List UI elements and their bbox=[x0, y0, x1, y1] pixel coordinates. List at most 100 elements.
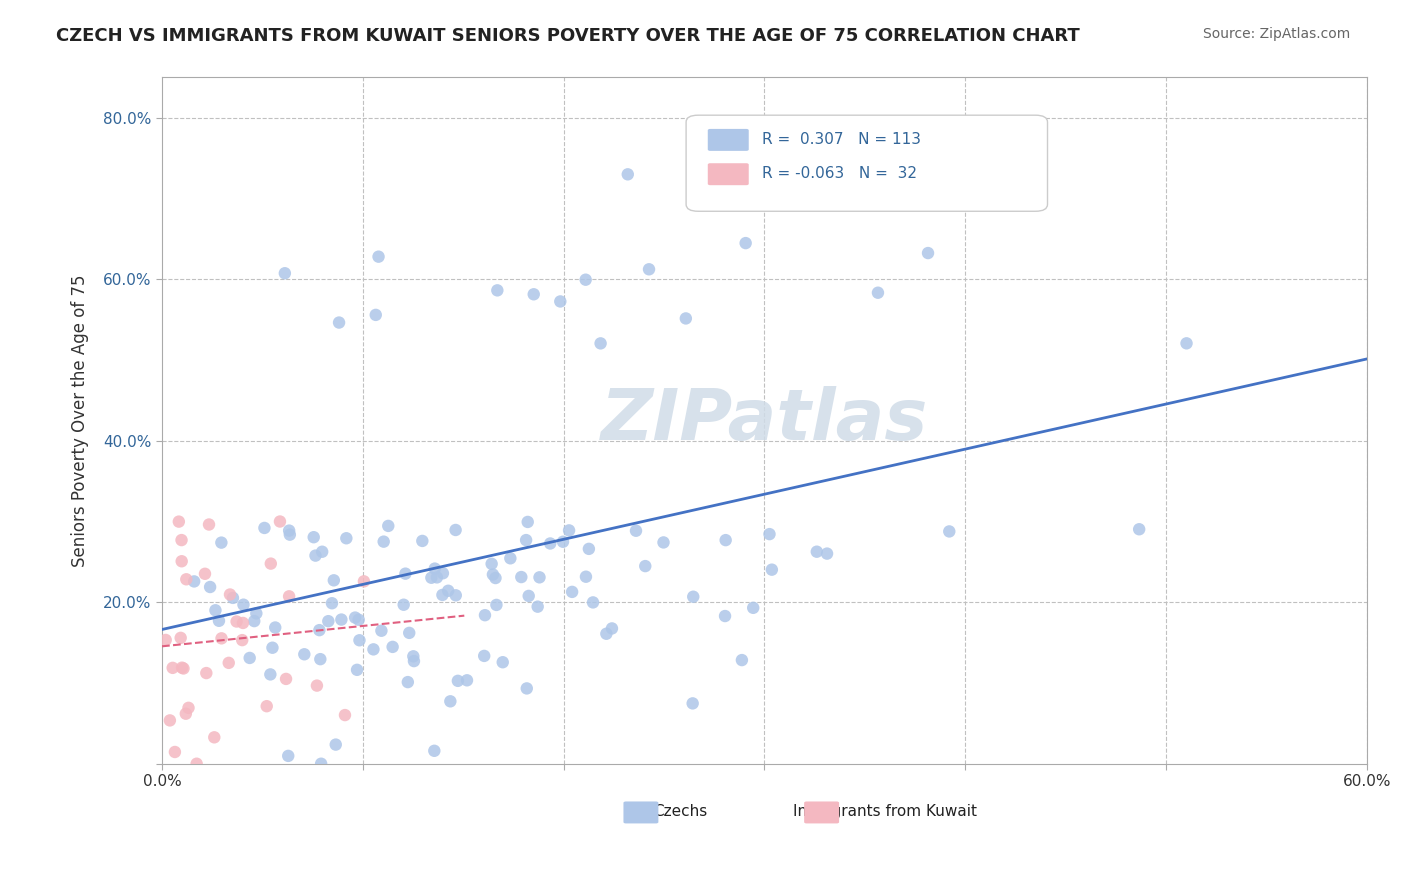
Point bbox=[484, 571, 506, 585]
Point bbox=[595, 626, 617, 640]
Point bbox=[485, 598, 508, 612]
Point bbox=[186, 756, 208, 771]
Point bbox=[742, 600, 765, 615]
Point bbox=[325, 738, 347, 752]
Point bbox=[551, 534, 574, 549]
Point bbox=[253, 521, 276, 535]
Point bbox=[177, 701, 200, 715]
Point bbox=[274, 266, 297, 280]
Point bbox=[264, 620, 287, 634]
Point bbox=[600, 622, 623, 636]
Point bbox=[304, 549, 326, 563]
Point bbox=[346, 663, 368, 677]
Point bbox=[938, 524, 960, 539]
Point bbox=[308, 623, 330, 637]
Point bbox=[262, 640, 284, 655]
Point bbox=[517, 589, 540, 603]
Text: Immigrants from Kuwait: Immigrants from Kuwait bbox=[793, 805, 977, 819]
Point bbox=[492, 655, 515, 669]
Point bbox=[582, 595, 605, 609]
Point bbox=[638, 262, 661, 277]
Point bbox=[634, 559, 657, 574]
Point bbox=[344, 610, 367, 624]
Point bbox=[370, 624, 392, 638]
Point bbox=[482, 567, 505, 582]
Point bbox=[222, 591, 245, 605]
Point bbox=[202, 731, 225, 745]
Point bbox=[278, 524, 301, 538]
Point bbox=[204, 603, 226, 617]
Point bbox=[550, 294, 572, 309]
Point bbox=[439, 694, 461, 708]
Text: Source: ZipAtlas.com: Source: ZipAtlas.com bbox=[1202, 27, 1350, 41]
Point bbox=[198, 580, 221, 594]
Point bbox=[558, 524, 581, 538]
Point bbox=[347, 613, 370, 627]
Point bbox=[815, 547, 838, 561]
Point bbox=[174, 706, 197, 721]
Point bbox=[159, 714, 181, 728]
Point bbox=[225, 615, 247, 629]
FancyBboxPatch shape bbox=[804, 802, 839, 823]
Point bbox=[578, 541, 600, 556]
Point bbox=[259, 667, 281, 681]
Point bbox=[392, 598, 415, 612]
Point bbox=[714, 533, 737, 548]
Point bbox=[381, 640, 404, 654]
Text: ZIPatlas: ZIPatlas bbox=[600, 386, 928, 455]
Point bbox=[245, 607, 267, 621]
Point bbox=[256, 699, 278, 714]
Point bbox=[866, 285, 889, 300]
Point bbox=[364, 308, 387, 322]
Point bbox=[278, 590, 301, 604]
Point bbox=[447, 673, 470, 688]
Point bbox=[510, 570, 533, 584]
Point bbox=[183, 574, 205, 589]
Point bbox=[292, 647, 315, 661]
Point bbox=[474, 608, 496, 623]
Text: R = -0.063   N =  32: R = -0.063 N = 32 bbox=[762, 166, 917, 181]
Point bbox=[652, 535, 675, 549]
Point bbox=[231, 633, 253, 648]
Point bbox=[526, 599, 548, 614]
Point bbox=[232, 598, 254, 612]
Point bbox=[333, 708, 356, 723]
Point bbox=[561, 585, 583, 599]
Point bbox=[734, 236, 756, 251]
FancyBboxPatch shape bbox=[686, 115, 1047, 211]
Point bbox=[423, 561, 446, 575]
Point bbox=[232, 615, 254, 630]
Point bbox=[731, 653, 754, 667]
Point bbox=[472, 648, 495, 663]
Point bbox=[321, 596, 343, 610]
Point bbox=[523, 287, 546, 301]
Point bbox=[162, 661, 184, 675]
Point bbox=[377, 519, 399, 533]
Point bbox=[420, 571, 443, 585]
Point bbox=[402, 654, 425, 668]
Point bbox=[311, 545, 333, 559]
Point bbox=[170, 631, 193, 645]
Point bbox=[624, 524, 647, 538]
Point bbox=[309, 756, 332, 771]
FancyBboxPatch shape bbox=[707, 163, 749, 186]
Point bbox=[219, 587, 242, 601]
FancyBboxPatch shape bbox=[623, 802, 658, 823]
Point bbox=[515, 533, 537, 547]
Point bbox=[194, 566, 217, 581]
Point bbox=[411, 533, 433, 548]
Point bbox=[260, 557, 283, 571]
Text: R =  0.307   N = 113: R = 0.307 N = 113 bbox=[762, 132, 921, 146]
Point bbox=[575, 570, 598, 584]
Point bbox=[305, 679, 328, 693]
Point bbox=[208, 614, 231, 628]
Point bbox=[318, 614, 340, 628]
Point bbox=[155, 632, 177, 647]
Point bbox=[170, 661, 193, 675]
Point bbox=[499, 551, 522, 566]
Point bbox=[398, 626, 420, 640]
Point bbox=[322, 574, 344, 588]
Point bbox=[758, 527, 780, 541]
Point bbox=[239, 651, 262, 665]
Point bbox=[176, 572, 198, 586]
